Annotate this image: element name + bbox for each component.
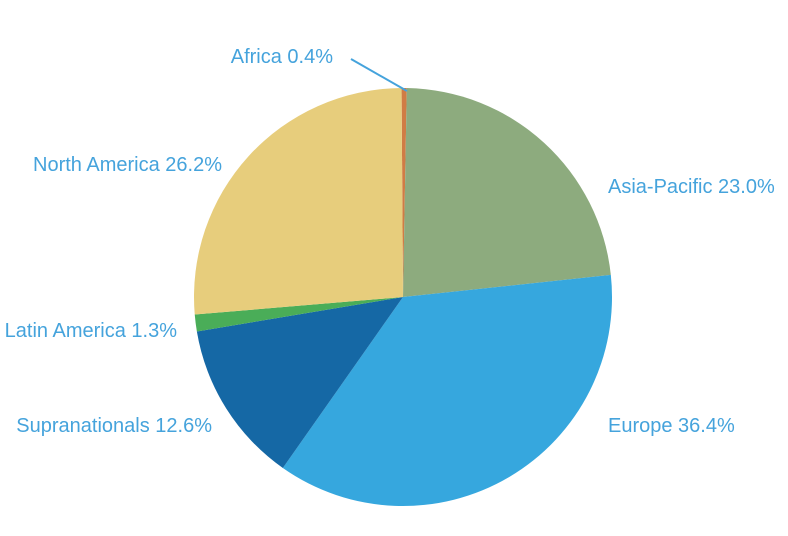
africa-leader-line <box>350 58 408 92</box>
pie-slice-asia-pacific <box>403 88 611 297</box>
slice-label-europe: Europe 36.4% <box>608 415 735 437</box>
pie-slice-supranationals <box>196 297 403 468</box>
pie-slice-europe <box>282 274 613 506</box>
slice-label-africa: Africa 0.4% <box>230 46 333 68</box>
slice-label-asia-pacific: Asia-Pacific 23.0% <box>608 176 775 198</box>
slice-label-latin-america: Latin America 1.3% <box>4 320 177 342</box>
pie-slice-latin-america <box>194 297 403 332</box>
slice-label-supranationals: Supranationals 12.6% <box>16 415 212 437</box>
pie-slice-africa <box>401 88 407 297</box>
slice-label-north-america: North America 26.2% <box>33 154 222 176</box>
pie-slice-north-america <box>194 88 403 315</box>
